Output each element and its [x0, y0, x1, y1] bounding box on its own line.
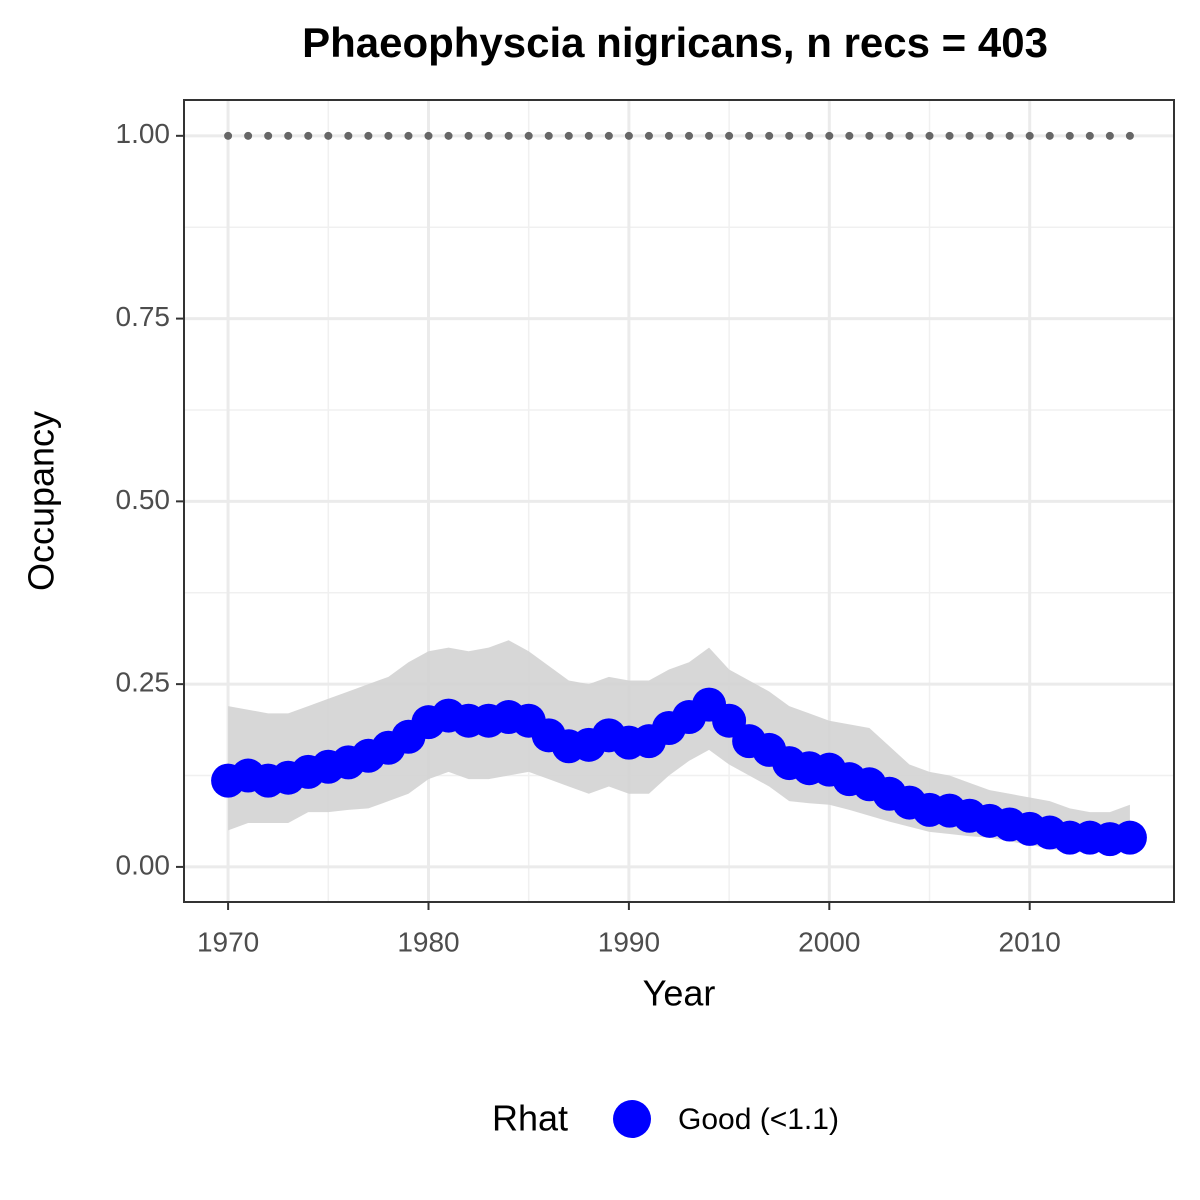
reference-dot — [604, 131, 613, 140]
reference-dot — [464, 131, 473, 140]
data-point — [1112, 820, 1147, 855]
reference-dot — [1025, 131, 1034, 140]
x-axis-title: Year — [643, 973, 716, 1014]
reference-dot — [885, 131, 894, 140]
x-tick-label: 2000 — [798, 926, 860, 957]
reference-dot — [985, 131, 994, 140]
reference-dot — [965, 131, 974, 140]
reference-dot — [324, 131, 333, 140]
reference-dot — [644, 131, 653, 140]
x-tick-label: 1990 — [598, 926, 660, 957]
reference-dot — [1045, 131, 1054, 140]
plot-border — [183, 99, 1175, 903]
reference-dot — [484, 131, 493, 140]
reference-dot — [1065, 131, 1074, 140]
x-tick-label: 2010 — [999, 926, 1061, 957]
reference-dot — [304, 131, 313, 140]
reference-dot — [945, 131, 954, 140]
reference-dot — [444, 131, 453, 140]
reference-dot — [765, 131, 774, 140]
reference-dot — [785, 131, 794, 140]
reference-dot — [1005, 131, 1014, 140]
reference-dot — [424, 131, 433, 140]
reference-dot — [805, 131, 814, 140]
reference-dot — [925, 131, 934, 140]
legend-marker — [613, 1100, 651, 1138]
reference-dot — [524, 131, 533, 140]
reference-dot — [1125, 131, 1134, 140]
reference-dot — [1105, 131, 1114, 140]
reference-dot — [264, 131, 273, 140]
reference-dot — [845, 131, 854, 140]
reference-dot — [624, 131, 633, 140]
y-tick-label: 0.75 — [116, 301, 171, 332]
reference-dot — [664, 131, 673, 140]
reference-dot — [364, 131, 373, 140]
reference-dot — [224, 131, 233, 140]
reference-dot — [705, 131, 714, 140]
y-axis-title: Occupancy — [21, 411, 62, 591]
reference-dot — [284, 131, 293, 140]
reference-dot — [685, 131, 694, 140]
reference-dot — [1085, 131, 1094, 140]
y-tick-label: 0.25 — [116, 667, 171, 698]
reference-dot — [344, 131, 353, 140]
reference-dot — [384, 131, 393, 140]
reference-dot — [745, 131, 754, 140]
reference-dot — [905, 131, 914, 140]
reference-dot — [865, 131, 874, 140]
reference-dot — [244, 131, 253, 140]
legend-title: Rhat — [492, 1098, 568, 1139]
y-tick-label: 1.00 — [116, 118, 171, 149]
reference-dot — [404, 131, 413, 140]
chart-title: Phaeophyscia nigricans, n recs = 403 — [302, 19, 1048, 66]
reference-dot — [564, 131, 573, 140]
y-tick-label: 0.00 — [116, 849, 171, 880]
reference-dot — [725, 131, 734, 140]
x-tick-label: 1980 — [397, 926, 459, 957]
reference-dot — [825, 131, 834, 140]
legend-label: Good (<1.1) — [678, 1103, 839, 1136]
y-tick-label: 0.50 — [116, 484, 171, 515]
reference-dot — [544, 131, 553, 140]
x-tick-label: 1970 — [197, 926, 259, 957]
reference-dot — [504, 131, 513, 140]
reference-dot — [584, 131, 593, 140]
